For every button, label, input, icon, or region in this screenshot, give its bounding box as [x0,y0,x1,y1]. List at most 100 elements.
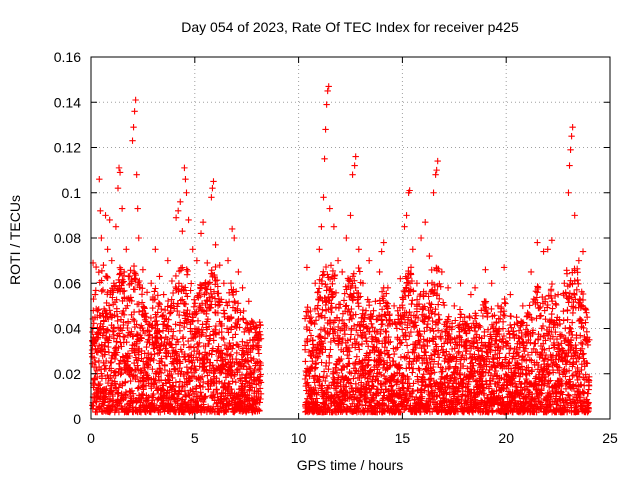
data-point [432,171,439,178]
data-point [204,259,211,267]
data-point-cloud [88,262,593,416]
y-tick-label: 0.08 [54,230,81,246]
data-point [210,178,217,185]
data-point [172,214,180,221]
data-point [220,280,228,287]
data-point [324,87,331,95]
data-point [575,257,583,264]
data-point [118,205,126,212]
data-point [461,313,468,321]
y-axis-ticks: 0 0.02 0.04 0.06 0.08 0.1 0.12 0.14 0.16 [54,49,610,427]
grid-lines [91,57,610,419]
data-point [135,234,142,242]
data-point [548,237,556,244]
data-point [168,277,176,285]
data-point [208,194,215,201]
data-point [231,234,238,242]
data-point [312,280,319,287]
data-point [179,228,186,235]
data-point [567,146,574,153]
data-point [132,96,139,104]
data-point [457,280,464,287]
data-point [228,225,236,233]
data-point [199,218,207,226]
data-point [565,189,572,196]
data-point [384,284,392,291]
data-point [343,234,350,242]
data-point [494,302,502,310]
data-point [121,268,128,276]
data-point [197,230,205,237]
data-point [148,280,155,287]
data-point [130,123,137,131]
data-point [507,291,514,298]
data-point [156,273,163,280]
data-point [189,246,196,253]
data-point [478,307,485,314]
data-point [323,101,330,108]
x-tick-label: 25 [602,430,618,446]
data-point [409,246,416,253]
data-point [519,302,527,310]
data-point [94,313,101,321]
data-point [181,164,188,172]
data-cloud-markers [88,262,593,416]
data-point [245,298,252,305]
data-point [209,185,216,192]
data-point [349,171,356,178]
data-point [330,223,338,230]
x-axis-ticks: 0 5 10 15 20 25 [87,57,618,446]
x-axis-label: GPS time / hours [297,457,404,473]
data-point [422,218,429,226]
y-tick-label: 0.1 [62,185,82,201]
data-point [100,261,107,269]
x-tick-label: 0 [87,430,95,446]
data-point [326,205,333,212]
data-point [104,246,111,253]
data-point [338,268,346,276]
data-point [372,298,379,305]
data-point [102,212,109,219]
data-point [174,207,182,215]
data-point [403,212,410,219]
y-axis-label: ROTI / TECUs [7,195,23,285]
data-point [426,252,433,260]
data-point [376,268,383,276]
data-point [406,187,413,194]
data-point [488,280,495,287]
data-point [235,268,242,276]
y-tick-label: 0.02 [54,366,81,382]
data-point [183,189,190,196]
data-point [322,126,329,133]
data-point [352,153,359,160]
y-tick-label: 0.12 [54,140,81,156]
data-point [401,223,408,230]
data-point [413,280,421,287]
data-point [316,246,323,253]
data-point [320,194,327,201]
data-point [434,157,441,165]
data-point [365,257,373,264]
data-point [303,264,311,271]
data-points [89,83,593,344]
data-point [351,162,358,169]
data-point [397,275,404,282]
data-point [571,212,578,219]
data-point [193,257,201,264]
chart-title: Day 054 of 2023, Rate Of TEC Index for r… [181,19,519,35]
data-point [568,132,575,140]
data-point [307,313,315,321]
data-point [251,325,259,332]
data-point [318,223,325,230]
data-point [216,261,223,269]
data-point [433,166,440,174]
data-point [467,291,475,298]
data-point [355,246,363,253]
data-point [482,266,489,273]
data-point [359,280,367,287]
data-point [139,266,147,273]
y-tick-label: 0.16 [54,49,81,65]
x-tick-label: 15 [395,430,411,446]
